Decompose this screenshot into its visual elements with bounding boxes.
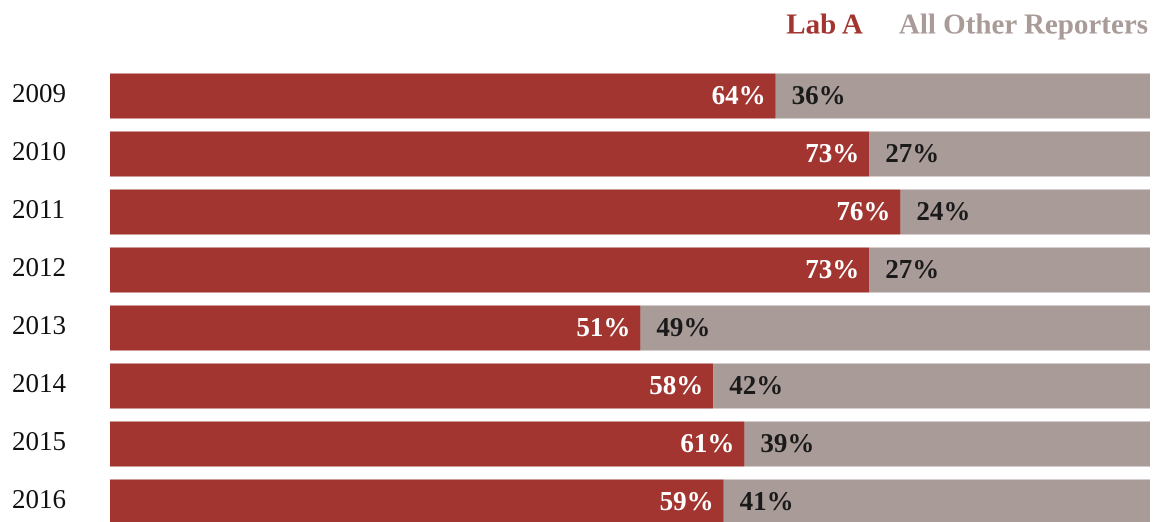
bar-segment <box>713 363 1150 409</box>
data-label: 36% <box>792 80 846 110</box>
bar-segment <box>640 305 1150 351</box>
data-label: 39% <box>760 428 814 458</box>
bar-segment <box>723 479 1150 522</box>
bar-segment <box>110 247 870 293</box>
data-label: 58% <box>649 370 703 400</box>
data-label: 27% <box>885 138 939 168</box>
y-tick-label: 2009 <box>12 78 66 108</box>
bar-segment <box>110 131 870 177</box>
bar-segment <box>110 363 714 409</box>
data-label: 59% <box>660 486 714 516</box>
y-tick-label: 2015 <box>12 426 66 456</box>
data-label: 42% <box>729 370 783 400</box>
data-label: 27% <box>885 254 939 284</box>
bar-segment <box>110 189 901 235</box>
y-tick-label: 2010 <box>12 136 66 166</box>
y-tick-label: 2011 <box>12 194 65 224</box>
y-tick-label: 2012 <box>12 252 66 282</box>
bar-segment <box>775 73 1150 119</box>
bar-segment <box>869 131 1150 177</box>
legend-label: Lab A <box>786 9 863 41</box>
bar-segment <box>110 479 724 522</box>
y-tick-label: 2013 <box>12 310 66 340</box>
data-label: 61% <box>680 428 734 458</box>
data-label: 41% <box>740 486 794 516</box>
bar-segment <box>744 421 1150 467</box>
data-label: 73% <box>805 138 859 168</box>
bar-segment <box>110 421 745 467</box>
legend-label: All Other Reporters <box>899 9 1148 41</box>
bar-segment <box>900 189 1150 235</box>
data-label: 76% <box>836 196 890 226</box>
y-tick-label: 2014 <box>12 368 67 398</box>
bar-segment <box>110 73 776 119</box>
bar-segment <box>110 305 641 351</box>
bar-segment <box>869 247 1150 293</box>
data-label: 64% <box>712 80 766 110</box>
data-label: 73% <box>805 254 859 284</box>
data-label: 24% <box>916 196 970 226</box>
y-tick-label: 2016 <box>12 484 66 514</box>
data-label: 49% <box>656 312 710 342</box>
data-label: 51% <box>576 312 630 342</box>
